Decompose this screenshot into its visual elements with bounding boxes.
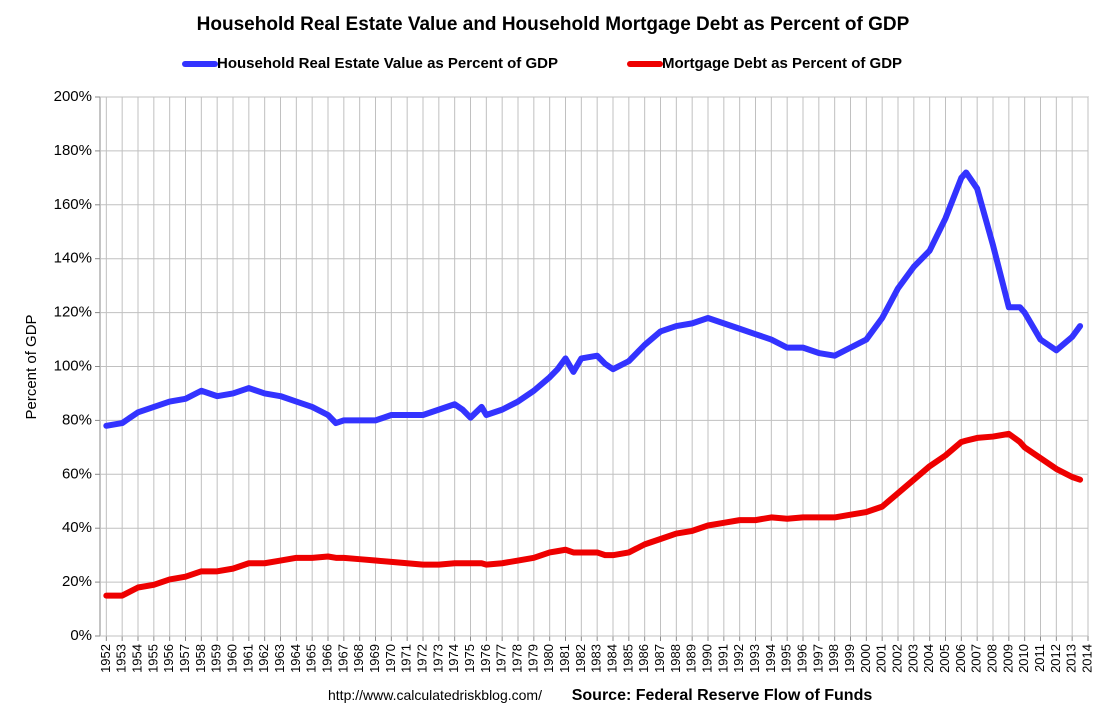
x-tick-label: 2012	[1048, 644, 1063, 673]
x-tick-label: 1978	[509, 644, 524, 673]
x-tick-label: 1965	[304, 644, 319, 673]
x-tick-label: 1975	[462, 644, 477, 673]
legend-label: Household Real Estate Value as Percent o…	[217, 55, 558, 72]
y-axis-label: Percent of GDP	[23, 314, 40, 419]
x-tick-label: 1996	[794, 644, 809, 673]
x-tick-label: 1994	[763, 644, 778, 673]
x-tick-label: 2010	[1016, 644, 1031, 673]
source-url: http://www.calculatedriskblog.com/	[328, 687, 542, 703]
x-tick-label: 1964	[288, 644, 303, 673]
x-tick-label: 1970	[383, 644, 398, 673]
y-tick-label: 200%	[54, 88, 92, 105]
x-tick-label: 1961	[240, 644, 255, 673]
y-tick-label: 80%	[62, 411, 92, 428]
x-tick-label: 1968	[351, 644, 366, 673]
x-tick-label: 1997	[810, 644, 825, 673]
x-tick-label: 1974	[446, 644, 461, 673]
x-tick-label: 1980	[541, 644, 556, 673]
x-tick-label: 1958	[193, 644, 208, 673]
x-tick-label: 2011	[1032, 644, 1047, 672]
x-tick-label: 1956	[161, 644, 176, 673]
x-tick-label: 2006	[953, 644, 968, 673]
x-tick-label: 1960	[224, 644, 239, 673]
x-tick-label: 1983	[589, 644, 604, 673]
x-tick-label: 1990	[699, 644, 714, 673]
y-tick-label: 60%	[62, 465, 92, 482]
x-tick-label: 1952	[98, 644, 113, 673]
chart-title: Household Real Estate Value and Househol…	[197, 14, 910, 35]
x-tick-label: 1998	[826, 644, 841, 673]
x-tick-label: 2000	[858, 644, 873, 673]
y-tick-label: 140%	[54, 250, 92, 267]
x-tick-label: 2003	[905, 644, 920, 673]
x-tick-label: 1979	[525, 644, 540, 673]
x-tick-label: 1991	[715, 644, 730, 673]
x-tick-label: 2009	[1000, 644, 1015, 673]
y-tick-label: 20%	[62, 573, 92, 590]
y-tick-label: 0%	[70, 627, 92, 644]
x-tick-label: 1957	[177, 644, 192, 673]
x-tick-label: 1972	[414, 644, 429, 673]
x-tick-label: 1971	[399, 644, 414, 673]
x-tick-label: 1982	[573, 644, 588, 673]
y-tick-label: 180%	[54, 142, 92, 159]
x-tick-label: 2014	[1079, 644, 1094, 673]
x-tick-label: 1966	[319, 644, 334, 673]
y-tick-label: 160%	[54, 196, 92, 213]
legend-label: Mortgage Debt as Percent of GDP	[662, 55, 902, 72]
x-tick-label: 1967	[335, 644, 350, 673]
y-tick-label: 100%	[54, 357, 92, 374]
x-tick-label: 1977	[494, 644, 509, 673]
data-line	[103, 169, 1084, 429]
x-tick-label: 1981	[557, 644, 572, 673]
x-tick-label: 2013	[1064, 644, 1079, 673]
x-tick-label: 1987	[652, 644, 667, 673]
x-tick-label: 1988	[668, 644, 683, 673]
data-line	[103, 430, 1084, 599]
x-tick-label: 1963	[272, 644, 287, 673]
x-tick-label: 1955	[145, 644, 160, 673]
y-tick-label: 120%	[54, 304, 92, 321]
x-tick-label: 1962	[256, 644, 271, 673]
source: Source: Federal Reserve Flow of Funds	[572, 687, 873, 704]
x-tick-label: 1992	[731, 644, 746, 673]
x-tick-label: 2005	[937, 644, 952, 673]
x-tick-label: 1984	[604, 644, 619, 673]
x-tick-label: 1969	[367, 644, 382, 673]
y-tick-label: 40%	[62, 519, 92, 536]
x-tick-label: 2001	[874, 644, 889, 673]
x-tick-label: 1953	[114, 644, 129, 673]
x-tick-label: 1973	[430, 644, 445, 673]
x-tick-label: 1999	[842, 644, 857, 673]
x-tick-label: 1993	[747, 644, 762, 673]
x-tick-label: 2007	[969, 644, 984, 673]
x-tick-label: 1954	[129, 644, 144, 673]
x-tick-label: 1985	[620, 644, 635, 673]
x-tick-label: 2002	[889, 644, 904, 673]
x-tick-label: 1959	[209, 644, 224, 673]
x-tick-label: 1986	[636, 644, 651, 673]
x-tick-label: 2008	[984, 644, 999, 673]
x-tick-label: 1976	[478, 644, 493, 673]
x-tick-label: 1995	[779, 644, 794, 673]
x-tick-label: 1989	[684, 644, 699, 673]
x-tick-label: 2004	[921, 644, 936, 673]
